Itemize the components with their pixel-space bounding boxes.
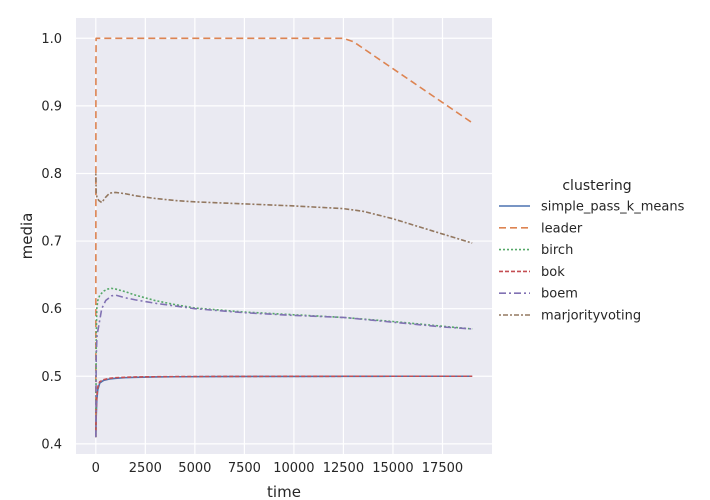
series-lines — [95, 37, 473, 438]
x-tick-label: 5000 — [178, 461, 211, 476]
y-tick-label: 0.4 — [41, 437, 62, 452]
plot-area — [76, 18, 492, 454]
y-tick-label: 0.7 — [41, 235, 62, 250]
grid — [76, 18, 492, 454]
y-axis-label: media — [18, 213, 36, 260]
series-line-marjorityvoting — [95, 173, 473, 244]
legend-label-simple_pass_k_means: simple_pass_k_means — [541, 200, 685, 215]
x-tick-label: 0 — [92, 461, 100, 476]
legend-label-birch: birch — [541, 243, 573, 258]
y-axis-ticks: 0.4 0.5 0.6 0.7 0.8 0.9 1.0 — [41, 32, 62, 453]
y-tick-label: 1.0 — [41, 32, 62, 47]
x-tick-label: 7500 — [228, 461, 261, 476]
legend-label-marjorityvoting: marjorityvoting — [541, 309, 641, 324]
y-tick-label: 0.5 — [41, 370, 62, 385]
x-axis-ticks: 0 2500 5000 7500 10000 12500 15000 17500 — [92, 461, 463, 476]
x-tick-label: 2500 — [129, 461, 162, 476]
legend-label-boem: boem — [541, 287, 578, 302]
series-line-leader — [95, 37, 473, 438]
series-line-boem — [95, 294, 473, 438]
legend-label-leader: leader — [541, 221, 583, 236]
legend-label-bok: bok — [541, 265, 565, 280]
series-line-birch — [95, 287, 473, 438]
y-tick-label: 0.9 — [41, 99, 62, 114]
y-tick-label: 0.6 — [41, 302, 62, 317]
x-tick-label: 10000 — [273, 461, 314, 476]
y-tick-label: 0.8 — [41, 167, 62, 182]
x-tick-label: 15000 — [372, 461, 413, 476]
x-tick-label: 17500 — [422, 461, 463, 476]
series-line-bok — [95, 375, 473, 438]
legend-title: clustering — [562, 178, 631, 194]
x-axis-label: time — [267, 483, 301, 500]
x-tick-label: 12500 — [323, 461, 364, 476]
